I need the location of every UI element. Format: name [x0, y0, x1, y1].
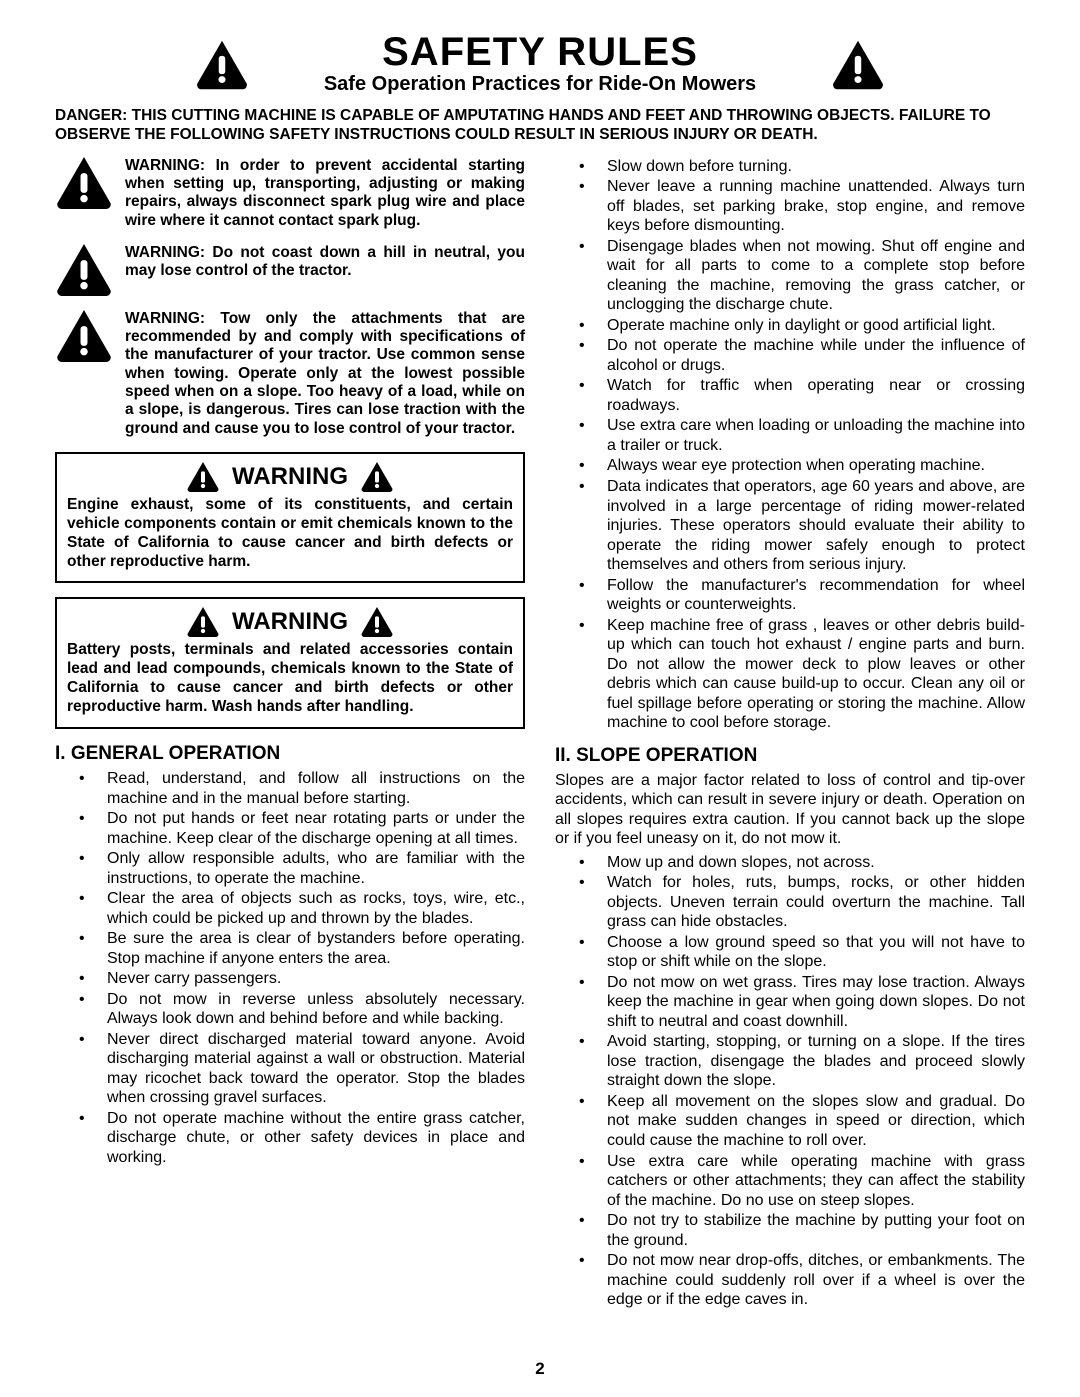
box-header: WARNING	[67, 607, 513, 637]
warning-block-3: WARNING: Tow only the attachments that a…	[55, 310, 525, 438]
warning-text: WARNING: Do not coast down a hill in neu…	[125, 244, 525, 281]
list-item: Disengage blades when not mowing. Shut o…	[555, 237, 1025, 315]
page-number: 2	[0, 1359, 1080, 1379]
list-item: Never direct discharged material toward …	[55, 1030, 525, 1108]
list-item: Read, understand, and follow all instruc…	[55, 769, 525, 808]
general-operation-list-continued: Slow down before turning.Never leave a r…	[555, 157, 1025, 733]
california-warning-box-1: WARNING Engine exhaust, some of its cons…	[55, 452, 525, 584]
list-item: Do not try to stabilize the machine by p…	[555, 1211, 1025, 1250]
section-heading-general: I. GENERAL OPERATION	[55, 743, 525, 765]
warning-icon	[55, 310, 113, 362]
page-header: SAFETY RULES Safe Operation Practices fo…	[55, 30, 1025, 96]
warning-block-2: WARNING: Do not coast down a hill in neu…	[55, 244, 525, 296]
section-heading-slope: II. SLOPE OPERATION	[555, 745, 1025, 767]
warning-icon	[55, 157, 113, 209]
slope-intro: Slopes are a major factor related to los…	[555, 771, 1025, 849]
list-item: Mow up and down slopes, not across.	[555, 853, 1025, 873]
list-item: Do not mow near drop-offs, ditches, or e…	[555, 1251, 1025, 1310]
list-item: Be sure the area is clear of bystanders …	[55, 929, 525, 968]
list-item: Always wear eye protection when operatin…	[555, 456, 1025, 476]
warning-icon	[55, 244, 113, 296]
list-item: Do not operate machine without the entir…	[55, 1109, 525, 1168]
list-item: Watch for traffic when operating near or…	[555, 376, 1025, 415]
list-item: Use extra care while operating machine w…	[555, 1152, 1025, 1211]
warning-block-1: WARNING: In order to prevent accidental …	[55, 157, 525, 230]
slope-operation-list: Mow up and down slopes, not across.Watch…	[555, 853, 1025, 1310]
list-item: Never carry passengers.	[55, 969, 525, 989]
list-item: Keep all movement on the slopes slow and…	[555, 1092, 1025, 1151]
list-item: Avoid starting, stopping, or turning on …	[555, 1032, 1025, 1091]
warning-icon	[360, 607, 394, 637]
box-header: WARNING	[67, 462, 513, 492]
list-item: Never leave a running machine unattended…	[555, 177, 1025, 236]
two-column-layout: WARNING: In order to prevent accidental …	[55, 157, 1025, 1311]
list-item: Do not put hands or feet near rotating p…	[55, 809, 525, 848]
list-item: Only allow responsible adults, who are f…	[55, 849, 525, 888]
left-column: WARNING: In order to prevent accidental …	[55, 157, 525, 1311]
list-item: Follow the manufacturer's recommendation…	[555, 576, 1025, 615]
warning-icon	[831, 40, 885, 90]
list-item: Do not mow on wet grass. Tires may lose …	[555, 973, 1025, 1032]
danger-notice: DANGER: THIS CUTTING MACHINE IS CAPABLE …	[55, 106, 1025, 145]
box-header-text: WARNING	[232, 608, 348, 636]
warning-text: WARNING: Tow only the attachments that a…	[125, 310, 525, 438]
california-warning-box-2: WARNING Battery posts, terminals and rel…	[55, 597, 525, 729]
box-body: Engine exhaust, some of its constituents…	[67, 496, 513, 572]
list-item: Do not mow in reverse unless absolutely …	[55, 990, 525, 1029]
box-body: Battery posts, terminals and related acc…	[67, 641, 513, 717]
list-item: Do not operate the machine while under t…	[555, 336, 1025, 375]
list-item: Watch for holes, ruts, bumps, rocks, or …	[555, 873, 1025, 932]
list-item: Use extra care when loading or unloading…	[555, 416, 1025, 455]
box-header-text: WARNING	[232, 463, 348, 491]
list-item: Slow down before turning.	[555, 157, 1025, 177]
list-item: Clear the area of objects such as rocks,…	[55, 889, 525, 928]
warning-icon	[360, 462, 394, 492]
warning-text: WARNING: In order to prevent accidental …	[125, 157, 525, 230]
warning-icon	[186, 462, 220, 492]
warning-icon	[186, 607, 220, 637]
list-item: Choose a low ground speed so that you wi…	[555, 933, 1025, 972]
list-item: Data indicates that operators, age 60 ye…	[555, 477, 1025, 575]
warning-icon	[195, 40, 249, 90]
right-column: Slow down before turning.Never leave a r…	[555, 157, 1025, 1311]
list-item: Operate machine only in daylight or good…	[555, 316, 1025, 336]
list-item: Keep machine free of grass , leaves or o…	[555, 616, 1025, 733]
page-title: SAFETY RULES	[382, 30, 698, 75]
general-operation-list: Read, understand, and follow all instruc…	[55, 769, 525, 1167]
